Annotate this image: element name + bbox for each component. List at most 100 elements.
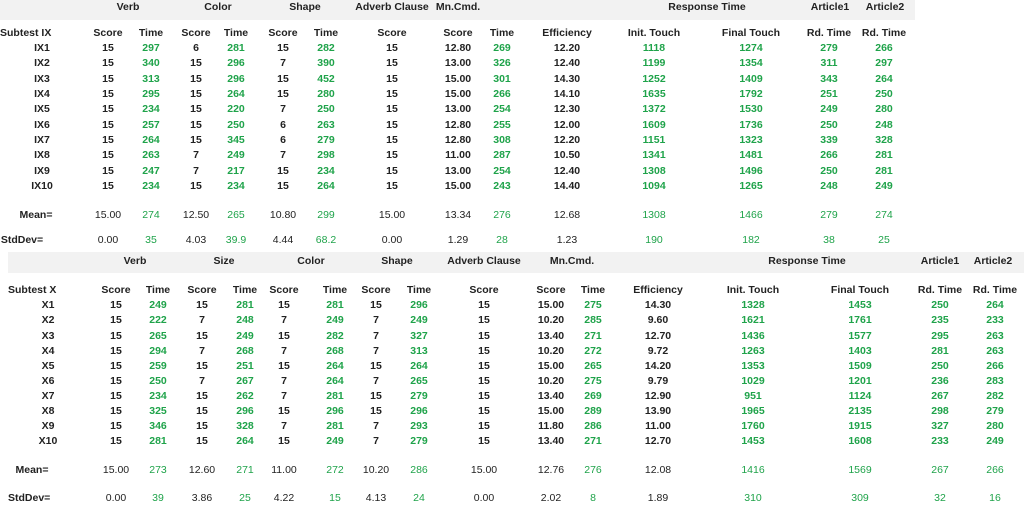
row-label: IX6 — [34, 119, 50, 131]
cell: 271 — [584, 330, 602, 342]
cell: 15 — [102, 73, 114, 85]
column-header: Score — [377, 27, 406, 39]
cell: 1308 — [642, 209, 666, 221]
cell: 265 — [227, 209, 245, 221]
cell: 6 — [193, 42, 199, 54]
cell: 7 — [281, 420, 287, 432]
cell: 273 — [149, 464, 167, 476]
cell: 25 — [239, 492, 251, 504]
group-header: Adverb Clause — [355, 1, 429, 13]
cell: 1151 — [643, 134, 666, 146]
cell: 263 — [986, 330, 1004, 342]
cell: 24 — [413, 492, 425, 504]
cell: 4.44 — [273, 234, 294, 246]
cell: 15.00 — [445, 180, 471, 192]
cell: 15 — [278, 435, 290, 447]
cell: 297 — [142, 42, 160, 54]
cell: 266 — [820, 149, 838, 161]
cell: 15 — [110, 299, 122, 311]
cell: 12.80 — [445, 134, 471, 146]
cell: 313 — [410, 345, 428, 357]
cell: 1029 — [741, 375, 765, 387]
cell: 264 — [326, 360, 344, 372]
cell: 15 — [386, 88, 398, 100]
cell: 15 — [278, 330, 290, 342]
cell: 7 — [280, 103, 286, 115]
cell: 234 — [142, 180, 160, 192]
cell: 250 — [227, 119, 245, 131]
cell: 326 — [493, 57, 511, 69]
cell: 264 — [986, 299, 1004, 311]
cell: 15 — [190, 119, 202, 131]
cell: 0.00 — [98, 234, 119, 246]
cell: 7 — [280, 57, 286, 69]
cell: 234 — [317, 165, 335, 177]
header-band — [0, 0, 915, 20]
group-header: Article2 — [866, 1, 905, 13]
cell: 15 — [277, 42, 289, 54]
cell: 279 — [820, 209, 838, 221]
cell: 281 — [149, 435, 167, 447]
column-header: Time — [224, 27, 248, 39]
cell: 15 — [196, 330, 208, 342]
column-header: Rd. Time — [807, 27, 851, 39]
cell: 15.00 — [538, 360, 564, 372]
cell: 280 — [875, 103, 893, 115]
cell: 11.80 — [538, 420, 564, 432]
cell: 339 — [820, 134, 838, 146]
cell: 295 — [931, 330, 949, 342]
group-header: Verb — [124, 255, 147, 267]
column-header: Init. Touch — [727, 284, 779, 296]
cell: 7 — [193, 165, 199, 177]
cell: 190 — [645, 234, 663, 246]
cell: 13.40 — [538, 330, 564, 342]
cell: 12.40 — [554, 57, 580, 69]
cell: 7 — [281, 375, 287, 387]
cell: 282 — [986, 390, 1004, 402]
cell: 267 — [931, 464, 949, 476]
group-header: Article1 — [811, 1, 850, 13]
cell: 15 — [110, 330, 122, 342]
cell: 10.80 — [270, 209, 296, 221]
cell: 269 — [493, 42, 511, 54]
cell: 1496 — [739, 165, 763, 177]
cell: 250 — [317, 103, 335, 115]
cell: 0.00 — [474, 492, 495, 504]
group-header: Color — [204, 1, 231, 13]
cell: 12.08 — [645, 464, 671, 476]
cell: 265 — [410, 375, 428, 387]
cell: 301 — [493, 73, 511, 85]
cell: 311 — [821, 57, 838, 69]
cell: 274 — [875, 209, 893, 221]
row-header-title: Subtest IX — [0, 27, 51, 39]
cell: 0.00 — [106, 492, 127, 504]
cell: 38 — [823, 234, 835, 246]
cell: 280 — [986, 420, 1004, 432]
cell: 271 — [236, 464, 254, 476]
cell: 220 — [227, 103, 245, 115]
cell: 250 — [931, 299, 949, 311]
cell: 249 — [875, 180, 893, 192]
row-label: X2 — [42, 314, 55, 326]
cell: 251 — [236, 360, 254, 372]
row-header-title: Subtest X — [8, 284, 56, 296]
cell: 4.03 — [186, 234, 207, 246]
column-header: Time — [139, 27, 163, 39]
cell: 328 — [875, 134, 893, 146]
cell: 15 — [196, 299, 208, 311]
cell: 15 — [196, 405, 208, 417]
cell: 1635 — [642, 88, 666, 100]
cell: 15 — [196, 435, 208, 447]
cell: 15 — [277, 180, 289, 192]
row-label: IX3 — [34, 73, 50, 85]
cell: 15 — [478, 375, 490, 387]
row-label: IX10 — [31, 180, 53, 192]
cell: 281 — [236, 299, 254, 311]
column-header: Score — [187, 284, 216, 296]
row-label: IX2 — [34, 57, 50, 69]
row-label: X9 — [42, 420, 55, 432]
cell: 1124 — [849, 390, 872, 402]
cell: 182 — [742, 234, 760, 246]
cell: 13.40 — [538, 435, 564, 447]
cell: 222 — [149, 314, 167, 326]
